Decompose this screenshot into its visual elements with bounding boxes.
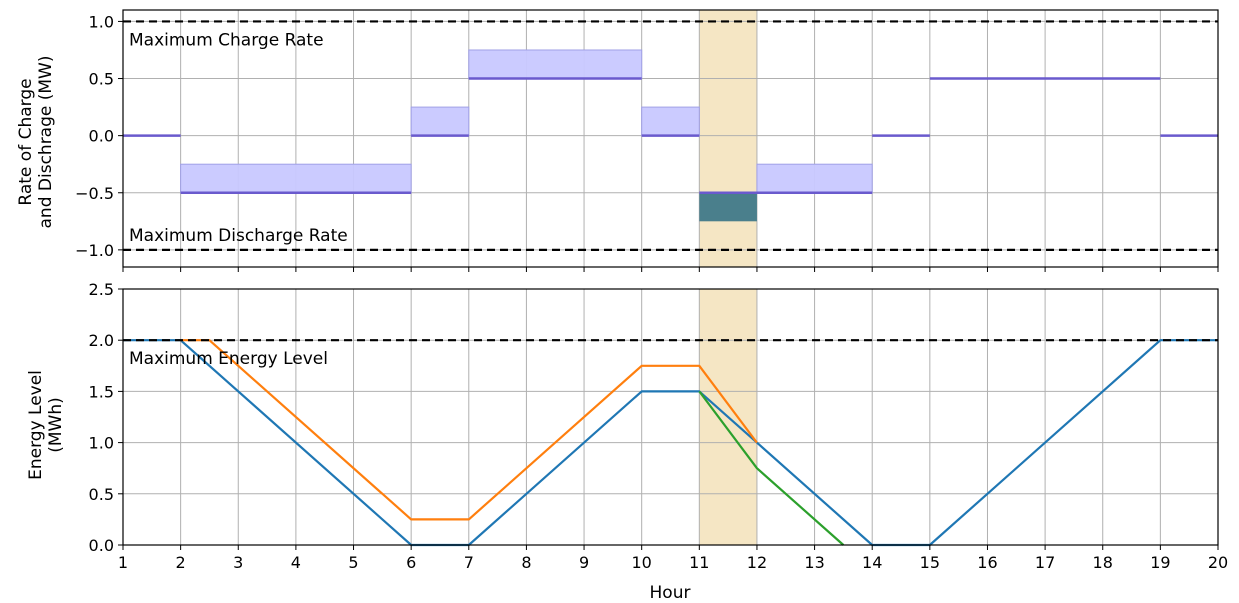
xtick-label-11: 12 <box>747 553 767 572</box>
xtick-label-7: 8 <box>521 553 531 572</box>
xtick-label-0: 1 <box>118 553 128 572</box>
rate-ytick-label-0: −1.0 <box>75 241 114 260</box>
energy-ytick-label-2: 1.0 <box>89 434 114 453</box>
xtick-label-4: 5 <box>348 553 358 572</box>
rate-highlight-band <box>699 10 757 267</box>
xtick-label-19: 20 <box>1208 553 1228 572</box>
rate-panel: Maximum Charge Rate Maximum Discharge Rat… <box>75 9 1219 272</box>
x-axis-label: Hour <box>650 583 691 603</box>
flex-band-3 <box>641 106 700 137</box>
xtick-label-16: 17 <box>1035 553 1055 572</box>
rate-ylabel-line2: and Dischrage (MW) <box>36 56 56 229</box>
rate-ytick-label-3: 0.5 <box>89 70 114 89</box>
rate-ytick-label-1: −0.5 <box>75 184 114 203</box>
flex-band-0 <box>180 163 412 194</box>
xtick-label-10: 11 <box>689 553 709 572</box>
flex-band-4 <box>756 163 873 194</box>
rate-ytick-label-2: 0.0 <box>89 127 114 146</box>
energy-ytick-label-4: 2.0 <box>89 331 114 350</box>
energy-ytick-label-5: 2.5 <box>89 280 114 299</box>
xtick-label-18: 19 <box>1150 553 1170 572</box>
xtick-label-15: 16 <box>977 553 997 572</box>
xtick-label-17: 18 <box>1093 553 1113 572</box>
rate-ytick-label-4: 1.0 <box>89 12 114 31</box>
rate-ref-label-0: Maximum Charge Rate <box>129 30 324 50</box>
xtick-label-3: 4 <box>291 553 301 572</box>
xtick-label-1: 2 <box>176 553 186 572</box>
flex-band-1 <box>410 106 470 137</box>
energy-ytick-label-3: 1.5 <box>89 382 114 401</box>
xtick-label-13: 14 <box>862 553 882 572</box>
energy-ref-label-0: Maximum Energy Level <box>129 349 328 369</box>
xtick-label-8: 9 <box>579 553 589 572</box>
rate-ref-label-1: Maximum Discharge Rate <box>129 226 348 246</box>
xtick-label-2: 3 <box>233 553 243 572</box>
energy-ytick-label-0: 0.0 <box>89 536 114 555</box>
rate-ylabel-line1: Rate of Charge <box>16 78 36 205</box>
energy-ylabel-line2: (MWh) <box>46 397 66 453</box>
xtick-label-14: 15 <box>920 553 940 572</box>
dark-band <box>699 192 757 222</box>
energy-series-2 <box>698 390 845 546</box>
xtick-label-12: 13 <box>804 553 824 572</box>
rate-axes-frame <box>122 9 1219 268</box>
energy-axes-frame <box>122 288 1219 546</box>
energy-ytick-label-1: 0.5 <box>89 485 114 504</box>
flex-band-2 <box>468 49 643 80</box>
energy-ylabel-line1: Energy Level <box>26 370 46 480</box>
xtick-label-6: 7 <box>464 553 474 572</box>
xtick-label-9: 10 <box>632 553 652 572</box>
xtick-label-5: 6 <box>406 553 416 572</box>
energy-series-1 <box>180 339 758 521</box>
